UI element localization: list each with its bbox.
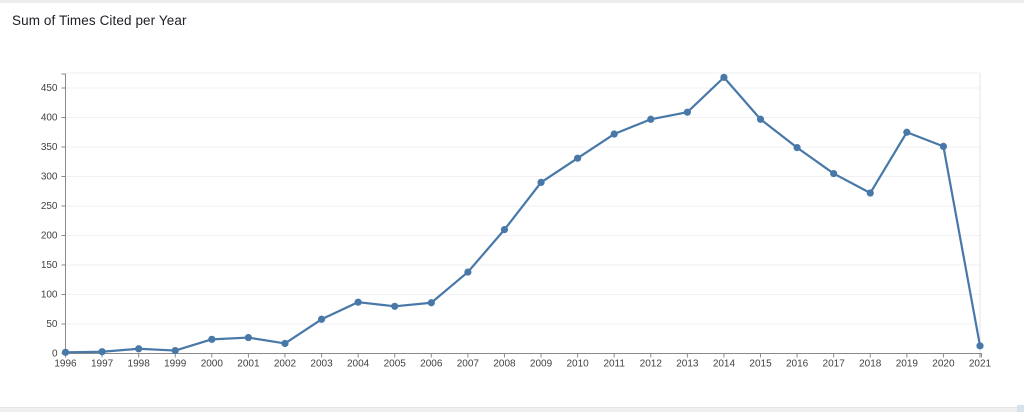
- x-tick-label: 2015: [749, 359, 772, 370]
- x-tick-label: 2017: [823, 359, 846, 370]
- x-tick-label: 2011: [603, 359, 625, 370]
- data-point-1998[interactable]: [135, 345, 143, 353]
- x-tick-label: 2004: [347, 359, 370, 370]
- x-tick-label: 2003: [310, 359, 333, 370]
- y-tick-label: 150: [41, 260, 58, 271]
- data-point-2009[interactable]: [537, 178, 545, 186]
- data-point-2007[interactable]: [464, 268, 472, 276]
- data-point-2001[interactable]: [244, 333, 252, 342]
- data-point-2003[interactable]: [317, 315, 326, 323]
- x-tick-label: 2007: [457, 359, 480, 370]
- data-point-2005[interactable]: [391, 302, 399, 310]
- y-tick-label: 400: [41, 113, 58, 124]
- x-axis-line: [65, 353, 982, 358]
- bottom-border: [0, 407, 1018, 412]
- y-tick-label: 450: [41, 83, 58, 94]
- x-tick-label: 1996: [54, 359, 77, 370]
- x-tick-label: 2005: [384, 359, 407, 370]
- y-tick-label: 50: [46, 319, 58, 330]
- x-tick-label: 2012: [640, 359, 663, 370]
- citations-per-year-chart: 0 50 100 150 200 250 300 350 400 450 1996 1997 1998 1…: [41, 72, 992, 370]
- data-point-2019[interactable]: [903, 128, 911, 136]
- data-point-1997[interactable]: [98, 348, 106, 356]
- data-point-2008[interactable]: [500, 226, 509, 234]
- y-tick-label: 350: [41, 142, 58, 153]
- x-tick-label: 2021: [969, 359, 992, 370]
- x-tick-label: 2020: [932, 359, 955, 370]
- x-tick-label: 2019: [896, 359, 919, 370]
- x-tick-label: 2006: [420, 359, 443, 370]
- x-tick-label: 2008: [493, 359, 516, 370]
- x-tick-label: 2002: [274, 359, 297, 370]
- data-point-2018[interactable]: [866, 189, 874, 197]
- data-point-1999[interactable]: [171, 346, 179, 355]
- data-point-2017[interactable]: [830, 169, 838, 178]
- data-point-2020[interactable]: [939, 142, 948, 151]
- grid-lines: [65, 72, 981, 354]
- data-point-2004[interactable]: [354, 298, 362, 306]
- y-axis: 0 50 100 150 200 250 300 350 400 450: [41, 73, 66, 360]
- y-axis-line: [61, 73, 66, 354]
- x-tick-label: 2018: [859, 359, 882, 370]
- data-point-2011[interactable]: [610, 130, 618, 138]
- data-point-2021[interactable]: [976, 342, 984, 350]
- data-point-2000[interactable]: [208, 335, 216, 343]
- data-point-2016[interactable]: [793, 143, 801, 152]
- x-tick-label: 2009: [530, 359, 553, 370]
- y-tick-label: 200: [41, 231, 58, 242]
- x-tick-label: 2000: [201, 359, 224, 370]
- y-tick-label: 100: [41, 290, 58, 301]
- data-point-2010[interactable]: [574, 154, 582, 162]
- y-tick-label: 300: [41, 172, 58, 183]
- x-tick-label: 2016: [786, 359, 809, 370]
- x-tick-label: 2010: [566, 359, 589, 370]
- y-tick-label: 250: [41, 201, 58, 212]
- top-border: [0, 0, 1024, 3]
- data-point-2012[interactable]: [647, 115, 655, 123]
- x-tick-label: 1998: [128, 359, 151, 370]
- data-points: [61, 73, 984, 356]
- x-axis: 1996 1997 1998 1999 2000 2001 2002 2003 2004 2005…: [54, 353, 992, 370]
- data-point-2006[interactable]: [427, 299, 435, 307]
- chart-title: Sum of Times Cited per Year: [12, 13, 187, 28]
- data-point-2002[interactable]: [281, 339, 289, 348]
- data-point-1996[interactable]: [61, 348, 70, 356]
- x-tick-label: 2013: [676, 359, 699, 370]
- data-point-2014[interactable]: [720, 73, 728, 81]
- x-tick-label: 2001: [237, 359, 260, 370]
- y-tick-label: 0: [52, 349, 58, 360]
- x-tick-label: 1997: [91, 359, 114, 370]
- x-tick-label: 1999: [164, 359, 187, 370]
- scrollbar-corner[interactable]: [1017, 405, 1024, 412]
- data-point-2015[interactable]: [756, 115, 765, 123]
- citations-line: [64, 76, 982, 354]
- x-tick-label: 2014: [713, 359, 736, 370]
- data-point-2013[interactable]: [683, 108, 691, 116]
